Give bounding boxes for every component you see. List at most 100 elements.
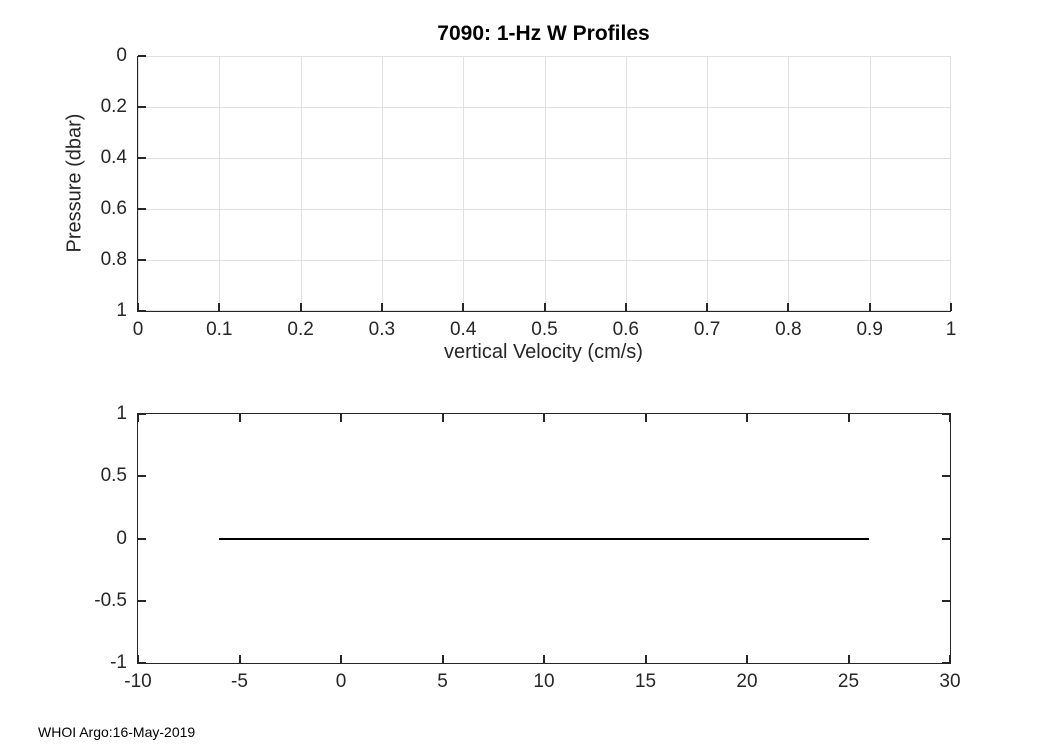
gridline-vertical xyxy=(950,56,951,311)
y-tick-label: -0.5 xyxy=(94,589,127,611)
y-tick-mark xyxy=(942,662,950,664)
x-tick-mark xyxy=(543,303,546,311)
x-tick-label: 30 xyxy=(939,671,961,692)
x-tick-mark xyxy=(543,655,545,663)
x-tick-label: 0.6 xyxy=(612,319,640,340)
top-subplot-axes: 0 0.1 0.2 0.3 0.4 0.5 0.6 0.7 0.8 0.9 1 0 0.2 0.4 0.6 0… xyxy=(101,45,957,340)
y-tick-label: 0.4 xyxy=(100,147,127,168)
x-tick-label: -10 xyxy=(124,671,152,692)
x-tick-mark xyxy=(706,303,709,311)
x-tick-mark xyxy=(462,303,465,311)
x-tick-label: 0.4 xyxy=(449,319,477,340)
x-tick-label: 0.7 xyxy=(693,319,721,340)
gridline-vertical xyxy=(544,56,546,311)
x-tick-mark xyxy=(238,655,241,663)
x-tick-label: 25 xyxy=(837,671,860,692)
x-axis-label: vertical Velocity (cm/s) xyxy=(444,341,643,363)
y-tick-label: 0.6 xyxy=(100,198,127,219)
bottom-subplot-axes: -10 -5 0 5 10 15 20 25 30 -1 -0.5 0 0.5 1 xyxy=(94,403,960,692)
y-tick-mark xyxy=(138,662,146,664)
y-tick-label: 1 xyxy=(116,403,127,424)
x-tick-mark xyxy=(137,414,139,422)
y-tick-mark xyxy=(138,475,146,478)
x-tick-label: 0.2 xyxy=(287,319,314,340)
x-tick-label: 5 xyxy=(437,671,448,692)
footer-annotation: WHOI Argo:16-May-2019 xyxy=(38,724,196,740)
x-tick-mark xyxy=(238,414,241,422)
x-tick-mark xyxy=(441,655,444,663)
y-tick-mark xyxy=(138,208,146,210)
x-tick-label: -5 xyxy=(231,671,248,692)
x-tick-mark xyxy=(441,414,444,422)
x-tick-mark xyxy=(787,303,790,311)
x-tick-label: 0 xyxy=(132,319,144,340)
x-tick-mark xyxy=(950,303,952,311)
x-tick-mark xyxy=(340,655,342,663)
x-tick-mark xyxy=(949,655,951,663)
gridline-vertical xyxy=(300,56,302,311)
x-tick-mark xyxy=(380,303,383,311)
x-tick-mark xyxy=(543,414,545,422)
x-tick-label: 0.1 xyxy=(206,319,233,340)
gridline-horizontal xyxy=(138,209,951,210)
gridline-vertical xyxy=(788,56,790,311)
y-tick-label: -1 xyxy=(110,652,127,673)
x-tick-mark xyxy=(847,414,850,422)
x-tick-label: 0.8 xyxy=(775,319,802,340)
y-tick-mark xyxy=(138,537,146,540)
y-axis-label: Pressure (dbar) xyxy=(63,113,86,253)
y-tick-label: 0.8 xyxy=(100,249,127,270)
y-tick-mark xyxy=(942,475,950,478)
gridline-vertical xyxy=(138,56,139,311)
x-tick-label: 0.3 xyxy=(368,319,396,340)
x-tick-mark xyxy=(340,414,342,422)
gridline-horizontal xyxy=(138,158,951,159)
x-tick-label: 0.9 xyxy=(856,319,883,340)
y-tick-label: 1 xyxy=(116,300,127,321)
gridline-vertical xyxy=(625,56,627,311)
x-tick-mark xyxy=(644,655,647,663)
y-tick-mark xyxy=(942,599,950,602)
x-tick-mark xyxy=(746,414,748,422)
y-tick-label: 0.5 xyxy=(100,465,127,487)
gridline-horizontal xyxy=(138,56,951,57)
x-tick-mark xyxy=(847,655,850,663)
x-tick-label: 0 xyxy=(335,671,347,692)
x-tick-mark xyxy=(137,655,139,663)
y-tick-mark xyxy=(942,537,950,540)
gridline-vertical xyxy=(869,56,871,311)
gridline-vertical xyxy=(219,56,221,311)
x-tick-label: 10 xyxy=(533,671,555,692)
x-tick-mark xyxy=(868,303,871,311)
x-tick-label: 1 xyxy=(945,319,957,340)
gridline-vertical xyxy=(707,56,709,311)
y-tick-label: 0 xyxy=(116,45,127,66)
y-tick-mark xyxy=(942,413,950,415)
y-tick-mark xyxy=(138,259,146,261)
y-tick-mark xyxy=(138,55,146,57)
x-tick-label: 0.5 xyxy=(531,319,558,340)
x-tick-mark xyxy=(624,303,627,311)
x-tick-label: 20 xyxy=(736,671,758,692)
y-tick-mark xyxy=(138,106,146,108)
y-tick-mark xyxy=(138,599,146,602)
x-tick-mark xyxy=(949,414,951,422)
y-tick-mark xyxy=(138,157,146,159)
x-tick-mark xyxy=(218,303,221,311)
gridline-vertical xyxy=(381,56,383,311)
x-tick-mark xyxy=(137,303,139,311)
plot-title: 7090: 1-Hz W Profiles xyxy=(437,22,650,45)
x-tick-mark xyxy=(746,655,748,663)
x-tick-label: 15 xyxy=(634,671,657,692)
y-tick-label: 0.2 xyxy=(100,96,127,117)
w-profile-line xyxy=(219,537,869,540)
y-tick-mark xyxy=(138,310,146,312)
y-tick-mark xyxy=(138,413,146,415)
y-tick-label: 0 xyxy=(116,527,127,549)
gridline-vertical xyxy=(463,56,465,311)
gridline-horizontal xyxy=(138,260,951,261)
x-tick-mark xyxy=(644,414,647,422)
x-tick-mark xyxy=(299,303,302,311)
gridline-horizontal xyxy=(138,107,951,108)
